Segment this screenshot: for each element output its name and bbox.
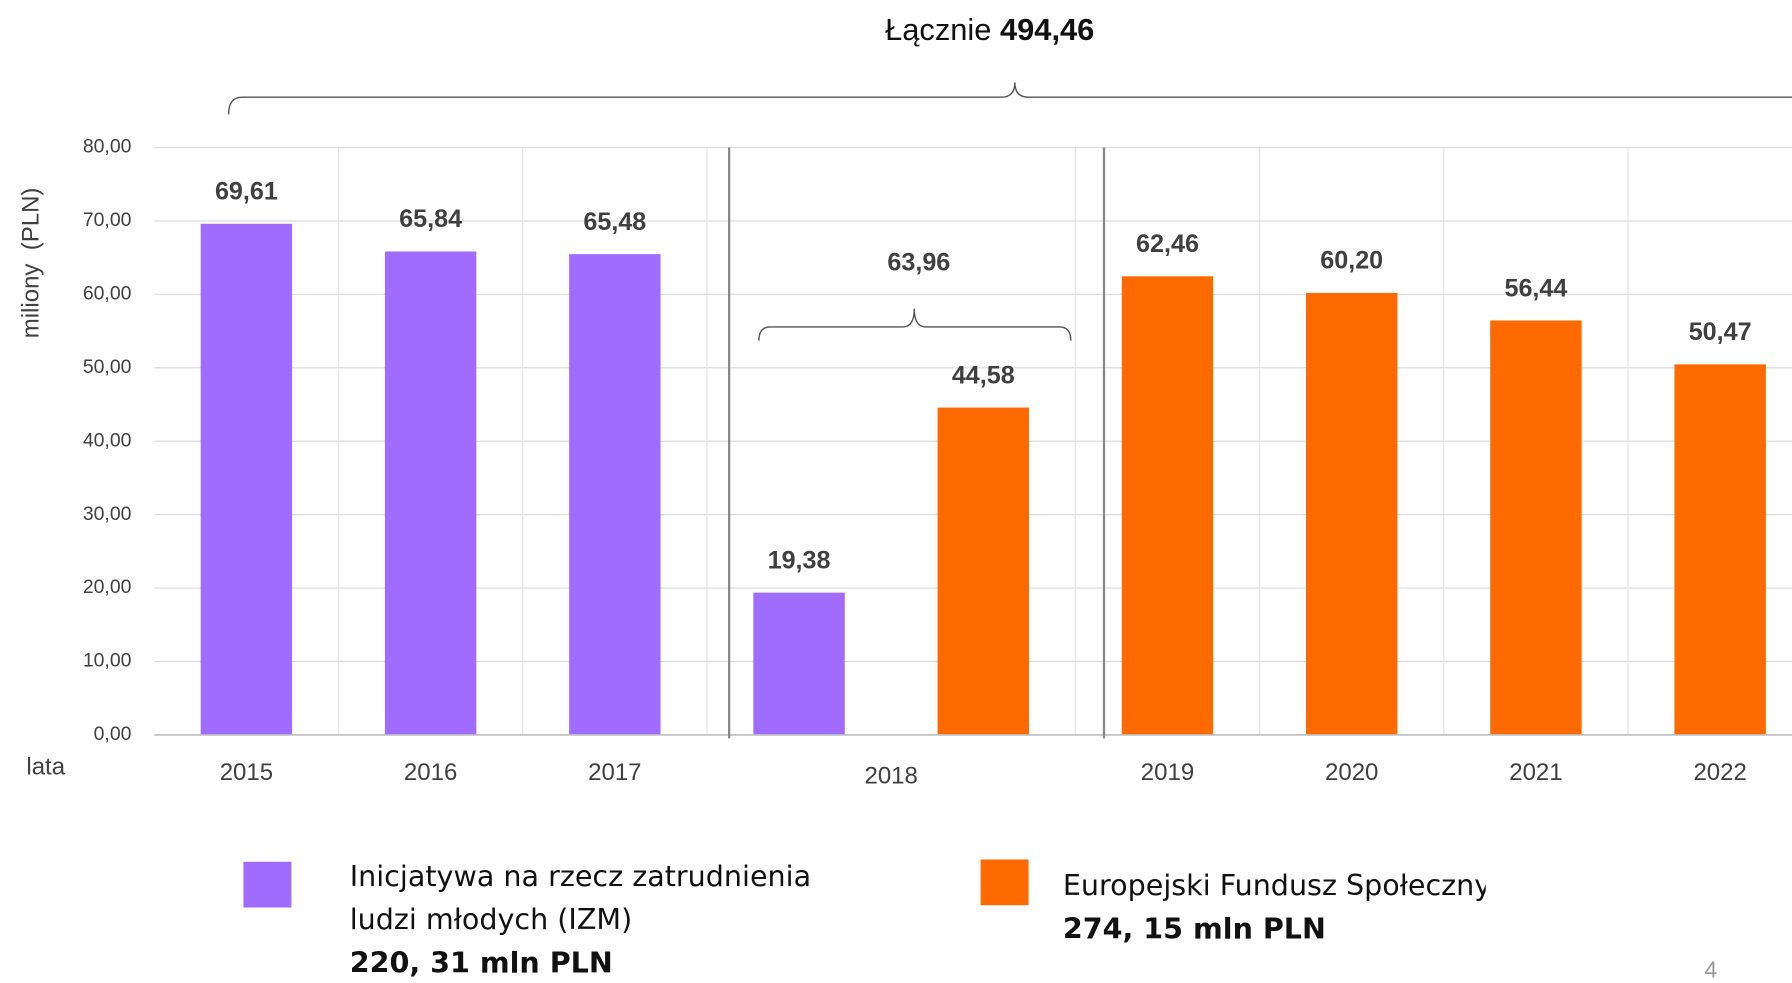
x-tick-label: 2019 [1141,759,1194,786]
bar [1306,292,1398,735]
group-total-label: 63,96 [887,249,950,277]
y-tick-label: 60,00 [83,282,132,304]
bar [1674,364,1766,735]
y-tick-label: 40,00 [83,429,132,451]
bar [569,254,661,735]
y-tick-label: 80,00 [83,136,132,158]
value-label: 65,84 [399,205,462,233]
total-value: 494,46 [1000,12,1094,47]
value-label: 62,46 [1136,230,1199,258]
legend-label: Inicjatywa na rzecz zatrudnienia ludzi m… [349,859,812,937]
legend: Inicjatywa na rzecz zatrudnienia ludzi m… [229,855,1486,983]
total-brace [227,82,1792,115]
y-tick-label: 70,00 [83,209,132,231]
value-label: 56,44 [1504,274,1567,302]
x-tick-label: 2021 [1509,759,1562,786]
legend-box: Inicjatywa na rzecz zatrudnienia ludzi m… [229,855,1486,983]
bar [1121,276,1214,735]
y-tick-label: 10,00 [83,650,132,672]
x-tick-label: 2017 [588,759,641,786]
value-label: 69,61 [215,178,278,206]
legend-entry: Inicjatywa na rzecz zatrudnienia ludzi m… [350,855,853,983]
legend-swatch [243,861,292,908]
x-tick-label: 2022 [1693,759,1746,786]
legend-note: 220, 31 mln PLN [349,946,613,980]
value-label: 60,20 [1320,247,1383,275]
y-axis-label: miliony (PLN) [17,188,44,339]
x-tick-label: 2016 [404,759,457,786]
bar [937,407,1029,735]
group-brace [758,308,1072,341]
y-tick-label: 0,00 [94,723,132,745]
bar [384,251,477,735]
value-label: 44,58 [952,361,1015,389]
value-label: 19,38 [768,546,831,574]
page-number: 4 [1704,957,1717,983]
legend-swatch [980,859,1029,906]
value-label: 65,48 [583,208,646,236]
y-tick-label: 20,00 [83,576,132,598]
plot: 0,00 10,00 20,00 30,00 40,00 50,00 60,00 70,00 8… [83,136,1792,790]
x-tick-label: 2018 [864,763,917,790]
y-tick-label: 50,00 [83,356,132,378]
bar [1490,320,1582,735]
total-annotation: Łącznie 494,46 [885,12,1094,47]
y-tick-label: 30,00 [83,503,132,525]
x-axis-label: lata [26,753,65,780]
value-label: 50,47 [1689,318,1752,346]
bar [200,223,293,735]
x-tick-label: 2015 [220,759,273,786]
legend-label: Europejski Fundusz Społeczny [1062,868,1486,902]
x-tick-label: 2020 [1325,759,1378,786]
bar [753,592,845,735]
total-text: Łącznie [885,12,991,47]
legend-note: 274, 15 mln PLN [1062,912,1326,946]
legend-entry: Europejski Fundusz Społeczny 274, 15 mln … [1063,864,1486,951]
